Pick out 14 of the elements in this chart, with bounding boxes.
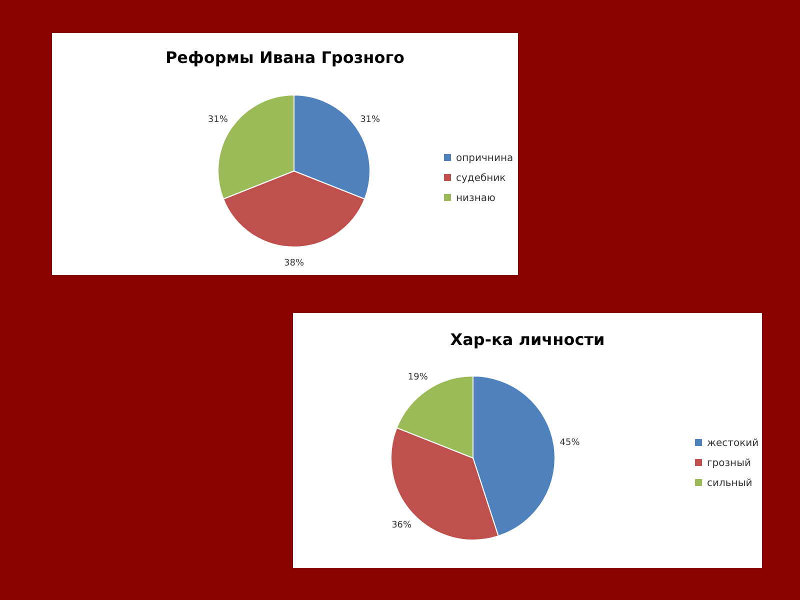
- legend-label: сильный: [707, 478, 752, 489]
- legend-label: опричнина: [456, 153, 514, 164]
- legend-label: грозный: [707, 458, 751, 469]
- chart-title: Хар-ка личности: [450, 330, 605, 349]
- chart-title: Реформы Ивана Грозного: [165, 48, 405, 67]
- legend-label: низнаю: [456, 193, 496, 204]
- legend-label: жестокий: [707, 438, 759, 449]
- data-label: 45%: [560, 438, 580, 448]
- data-label: 19%: [408, 372, 428, 382]
- data-label: 31%: [360, 114, 381, 125]
- data-label: 38%: [284, 258, 304, 268]
- legend-label: судебник: [456, 173, 506, 184]
- data-label: 36%: [392, 520, 412, 531]
- data-label: 31%: [208, 114, 228, 125]
